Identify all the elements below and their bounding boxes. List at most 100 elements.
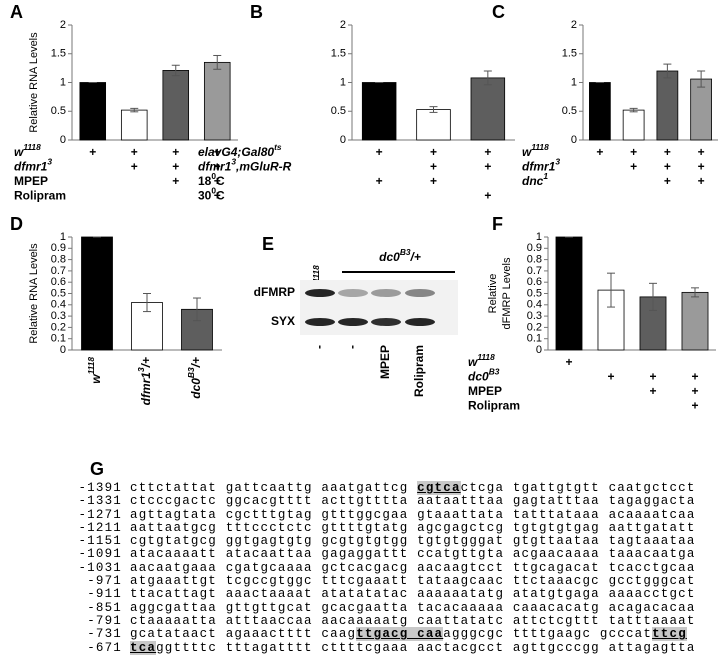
bases: cttctattat gattcaattg aaatgattcg xyxy=(130,481,418,495)
row-label: w1118 xyxy=(522,142,549,159)
sequence-row: -791 ctaaaaatta atttaaccaa aacaaaaatg caa… xyxy=(60,614,696,628)
plus-mark: + xyxy=(607,370,614,384)
plus-mark: + xyxy=(376,174,383,188)
y-tick-label: 0.3 xyxy=(527,310,542,322)
label-part: 18 xyxy=(198,174,212,188)
plus-mark: + xyxy=(565,355,572,369)
y-tick-label: 0.5 xyxy=(527,287,542,299)
label-part: Rolipram xyxy=(14,189,66,203)
position: -1031 xyxy=(78,560,122,575)
y-tick-label: 1 xyxy=(340,76,346,88)
label-part: dfmr1 xyxy=(198,160,232,174)
row-label: dc0B3 xyxy=(468,367,500,384)
plus-mark: + xyxy=(214,160,221,174)
plus-mark: + xyxy=(691,399,698,413)
y-tick-label: 0.5 xyxy=(331,105,346,117)
bar xyxy=(690,78,712,141)
y-tick-label: 0 xyxy=(340,134,346,146)
bar xyxy=(79,82,107,141)
x-tick-label: dfmr13/+ xyxy=(136,357,153,405)
sequence-row: -851 aggcgattaa gttgttgcat gcacgaatta tac… xyxy=(60,600,696,615)
plus-mark: + xyxy=(664,160,671,174)
position: -911 xyxy=(87,587,122,602)
bases: atgaaattgt tcgccgtggc tttcgaaatt tataagc… xyxy=(130,574,696,589)
plus-mark: + xyxy=(698,145,705,159)
bar xyxy=(470,77,506,141)
label-part: 1 xyxy=(543,171,548,181)
plus-mark: + xyxy=(172,145,179,159)
sequence-panel: -1391 cttctattat gattcaattg aaatgattcg cg… xyxy=(60,481,696,655)
y-tick-label: 0.6 xyxy=(51,276,66,288)
y-tick-label: 0.4 xyxy=(527,299,542,311)
bases: ggttttc tttagatttt cttttcgaaa aactacgcct… xyxy=(156,640,696,655)
row-label: w1118 xyxy=(14,142,41,159)
sequence-row: -971 atgaaattgt tcgccgtggc tttcgaaatt tat… xyxy=(60,574,696,589)
band-label: SYX xyxy=(271,314,295,328)
bases: agggcgc ttttgaagc gcccat xyxy=(443,627,653,642)
panel-label: G xyxy=(90,459,104,479)
plus-mark: + xyxy=(214,189,221,203)
y-axis-label: Relative xyxy=(487,274,499,314)
y-tick-label: 0 xyxy=(60,344,66,356)
row-label: dfmr13 xyxy=(522,157,560,174)
y-tick-label: 0 xyxy=(60,134,66,146)
plus-mark: + xyxy=(630,145,637,159)
bases: aggcgattaa gttgttgcat gcacgaatta tacacaa… xyxy=(130,600,696,615)
plus-mark: + xyxy=(89,145,96,159)
label-part: dc0 xyxy=(189,378,203,399)
label-part: ,mGluR-R xyxy=(235,160,292,174)
sequence-row: -1031 aacaatgaaa cgatgcaaaa gctcacgacg aa… xyxy=(60,560,696,575)
row-label: w1118 xyxy=(468,352,495,369)
bar xyxy=(361,82,397,141)
sequence-row: -911 ttacattagt aaactaaaat atatatatac aaa… xyxy=(60,587,696,602)
position: -731 xyxy=(87,627,122,642)
position: -1391 xyxy=(78,481,122,495)
bar xyxy=(622,109,645,141)
y-tick-label: 0.5 xyxy=(51,287,66,299)
plus-mark: + xyxy=(376,145,383,159)
band-label: dFMRP xyxy=(254,285,295,299)
position: -671 xyxy=(87,640,122,655)
label-part: C xyxy=(216,189,225,203)
y-tick-label: 0 xyxy=(571,134,577,146)
bases: aattaatgcg tttccctctc gttttgtatg agcgagc… xyxy=(130,520,696,535)
panel-label: F xyxy=(492,214,503,234)
sequence-row: -1331 ctcccgactc ggcacgtttt acttgtttta aa… xyxy=(60,494,696,508)
label-part: w xyxy=(14,145,24,159)
bar xyxy=(203,61,231,141)
plus-mark: + xyxy=(214,174,221,188)
plus-mark: + xyxy=(691,370,698,384)
panel-label: E xyxy=(262,234,274,254)
bases: ttacattagt aaactaaaat atatatatac aaaaaat… xyxy=(130,587,696,602)
y-tick-label: 0 xyxy=(536,344,542,356)
row-label: 300C xyxy=(198,186,225,203)
label-part: 1118 xyxy=(23,142,41,152)
label-part: dc0 xyxy=(468,370,489,384)
panel-label: B xyxy=(250,2,263,22)
position: -851 xyxy=(87,600,122,615)
plus-mark: + xyxy=(430,145,437,159)
label-part: C xyxy=(216,174,225,188)
y-tick-label: 0.1 xyxy=(527,333,542,345)
y-tick-label: 0.5 xyxy=(51,105,66,117)
label-part: 3 xyxy=(231,157,236,167)
blot-background xyxy=(300,280,458,335)
bases: aacaatgaaa cgatgcaaaa gctcacgacg aacaagt… xyxy=(130,560,696,575)
label-part: 1118 xyxy=(311,265,321,283)
y-tick-label: 0.3 xyxy=(51,310,66,322)
bases: ctcga tgattgtgtt caatgctcct xyxy=(460,481,696,495)
label-part: dfmr1 xyxy=(139,372,153,406)
y-tick-label: 1.5 xyxy=(562,48,577,60)
y-tick-label: 1.5 xyxy=(51,48,66,60)
bar xyxy=(681,291,709,351)
y-tick-label: 0.2 xyxy=(51,321,66,333)
label-part: /+ xyxy=(139,357,153,368)
label-part: Rolipram xyxy=(468,399,520,413)
y-tick-label: 0.7 xyxy=(51,265,66,277)
label-part: B3 xyxy=(400,247,411,257)
bar xyxy=(589,82,611,141)
y-tick-label: 1 xyxy=(60,76,66,88)
plus-mark: + xyxy=(172,160,179,174)
